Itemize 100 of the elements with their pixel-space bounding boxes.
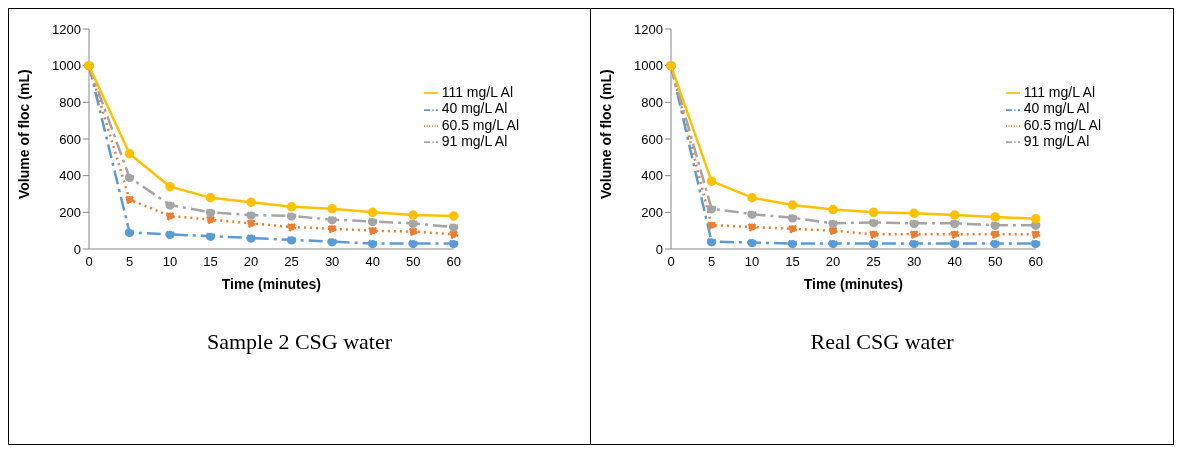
y-axis-title: Volume of floc (mL) bbox=[597, 69, 614, 199]
point bbox=[949, 218, 960, 229]
point bbox=[909, 229, 919, 240]
x-tick-label: 50 bbox=[405, 254, 421, 270]
point bbox=[747, 209, 757, 219]
point bbox=[367, 238, 378, 249]
point bbox=[246, 233, 256, 243]
y-tick-label: 200 bbox=[59, 204, 81, 220]
point bbox=[246, 218, 256, 229]
point bbox=[448, 211, 459, 221]
point bbox=[246, 197, 256, 207]
x-tick-label: 30 bbox=[906, 254, 922, 270]
point bbox=[706, 176, 717, 186]
point bbox=[868, 238, 879, 249]
x-tick-label: 10 bbox=[744, 254, 760, 270]
point bbox=[165, 200, 175, 210]
legend-label: 60.5 mg/L Al bbox=[1023, 116, 1101, 133]
point bbox=[706, 220, 717, 230]
point bbox=[1030, 214, 1041, 224]
point bbox=[327, 236, 337, 247]
x-tick-label: 20 bbox=[825, 254, 841, 270]
point bbox=[828, 238, 838, 249]
point bbox=[165, 229, 175, 240]
point bbox=[367, 216, 378, 227]
point bbox=[909, 218, 919, 229]
point bbox=[327, 224, 337, 234]
text: Real CSG water bbox=[809, 329, 955, 355]
point bbox=[124, 172, 135, 183]
y-tick-label: 1000 bbox=[52, 58, 81, 74]
point bbox=[868, 229, 879, 240]
x-tick-label: 60 bbox=[1028, 254, 1043, 270]
y-tick-label: 1200 bbox=[52, 21, 81, 37]
point bbox=[165, 181, 175, 192]
point bbox=[408, 226, 418, 237]
point bbox=[828, 204, 838, 215]
x-tick-label: 60 bbox=[446, 254, 461, 270]
point bbox=[949, 229, 960, 240]
y-tick-label: 0 bbox=[655, 241, 663, 257]
x-tick-label: 10 bbox=[162, 254, 178, 270]
point bbox=[949, 210, 960, 220]
point bbox=[286, 202, 297, 212]
y-tick-label: 400 bbox=[59, 168, 81, 184]
legend-label: 111 mg/L Al bbox=[441, 84, 514, 100]
point bbox=[787, 238, 798, 249]
point bbox=[868, 207, 879, 218]
point bbox=[286, 211, 297, 221]
point bbox=[747, 237, 757, 248]
point bbox=[787, 200, 798, 210]
legend-label: 91 mg/L Al bbox=[441, 132, 508, 149]
point bbox=[205, 192, 216, 203]
x-tick-label: 0 bbox=[667, 254, 675, 270]
point bbox=[124, 227, 135, 238]
point bbox=[205, 207, 216, 218]
point bbox=[706, 236, 717, 247]
point bbox=[124, 148, 135, 159]
point bbox=[1030, 238, 1041, 249]
x-tick-label: 30 bbox=[324, 254, 340, 270]
point bbox=[747, 192, 757, 203]
y-axis-title: Volume of floc (mL) bbox=[15, 69, 32, 199]
point bbox=[246, 210, 256, 220]
x-tick-label: 5 bbox=[707, 254, 716, 270]
x-tick-label: 5 bbox=[125, 254, 134, 270]
point bbox=[408, 218, 418, 229]
point bbox=[448, 222, 459, 232]
y-tick-label: 1200 bbox=[634, 21, 663, 37]
point bbox=[205, 231, 216, 241]
x-tick-label: 15 bbox=[785, 254, 800, 270]
x-tick-label: 40 bbox=[365, 254, 380, 270]
x-tick-label: 25 bbox=[284, 254, 299, 270]
legend-label: 60.5 mg/L Al bbox=[441, 116, 519, 133]
point bbox=[990, 229, 1000, 240]
x-tick-label: 0 bbox=[85, 254, 93, 270]
point bbox=[327, 203, 337, 214]
point bbox=[990, 238, 1000, 249]
y-tick-label: 1000 bbox=[634, 58, 663, 74]
point bbox=[165, 211, 175, 221]
point bbox=[747, 222, 757, 232]
y-tick-label: 600 bbox=[59, 131, 81, 147]
legend-label: 40 mg/L Al bbox=[1023, 100, 1090, 117]
point bbox=[787, 224, 798, 234]
point bbox=[408, 210, 418, 220]
point bbox=[990, 212, 1000, 222]
legend-label: 40 mg/L Al bbox=[441, 100, 508, 117]
y-tick-label: 400 bbox=[641, 168, 663, 184]
x-tick-label: 40 bbox=[947, 254, 962, 270]
y-tick-label: 800 bbox=[59, 94, 81, 110]
legend-label: 111 mg/L Al bbox=[1023, 84, 1096, 100]
point bbox=[448, 229, 459, 240]
point bbox=[408, 238, 418, 249]
x-axis-title: Time (minutes) bbox=[221, 276, 321, 292]
y-tick-label: 600 bbox=[641, 131, 663, 147]
point bbox=[1030, 229, 1041, 240]
point bbox=[949, 238, 960, 249]
point bbox=[828, 218, 838, 229]
x-tick-label: 20 bbox=[243, 254, 259, 270]
point bbox=[990, 220, 1000, 230]
x-tick-label: 50 bbox=[987, 254, 1003, 270]
point bbox=[367, 207, 378, 218]
point bbox=[787, 213, 798, 223]
point bbox=[367, 225, 378, 236]
